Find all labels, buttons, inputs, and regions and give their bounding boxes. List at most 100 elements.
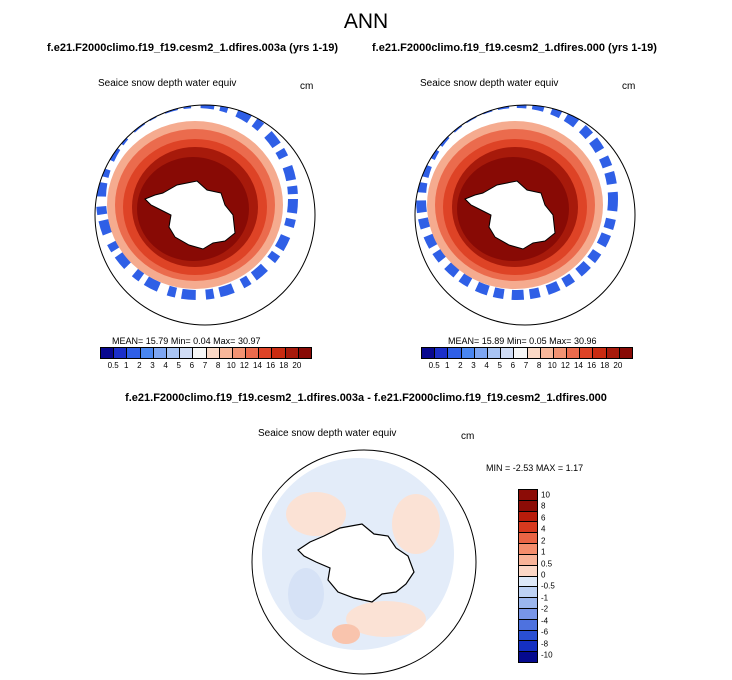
colorbar-swatch	[140, 348, 154, 358]
colorbar-swatch	[232, 348, 247, 358]
colorbar-swatch	[272, 348, 286, 358]
colorbar-swatch	[114, 348, 128, 358]
colorbar-tick-label: 2	[458, 361, 463, 370]
colorbar-tick-label: 0.5	[541, 559, 553, 569]
colorbar-tick-label: 4	[163, 361, 168, 370]
colorbar-tick-label: 8	[541, 501, 546, 511]
colorbar-swatch	[101, 348, 115, 358]
panel2-stats: MEAN= 15.89 Min= 0.05 Max= 30.96	[448, 336, 596, 346]
colorbar-swatch	[422, 348, 436, 358]
colorbar-tick-label: 14	[253, 361, 262, 370]
colorbar-tick-label: 16	[587, 361, 597, 370]
colorbar-swatch	[519, 630, 537, 642]
panel2-colorbar-labels: 0.5 1 2 3 4 5 6 7 8 10 12 14 16 18 20	[421, 361, 631, 371]
diff-units: cm	[461, 431, 475, 442]
colorbar-swatch	[448, 348, 462, 358]
colorbar-tick-label: 1	[541, 547, 546, 557]
colorbar-swatch	[519, 619, 537, 631]
colorbar-tick-label: -10	[541, 650, 553, 660]
colorbar-swatch	[553, 348, 568, 358]
colorbar-swatch	[593, 348, 607, 358]
colorbar-tick-label: 12	[560, 361, 570, 370]
colorbar-swatch	[501, 348, 515, 358]
panel2-max-label: Max=	[549, 336, 572, 346]
colorbar-swatch	[514, 348, 528, 358]
colorbar-swatch	[435, 348, 449, 358]
colorbar-swatch	[519, 587, 537, 599]
colorbar-tick-label: 12	[239, 361, 249, 370]
colorbar-swatch	[567, 348, 581, 358]
diff-colorbar	[518, 489, 538, 663]
page-title: ANN	[343, 10, 389, 33]
panel2-colorbar	[421, 347, 633, 359]
colorbar-tick-label: 6	[189, 361, 195, 370]
panel2-mean-label: MEAN=	[448, 336, 480, 346]
panel1-colorbar	[100, 347, 312, 359]
colorbar-tick-label: 3	[471, 361, 476, 370]
colorbar-tick-label: -0.5	[541, 581, 555, 591]
colorbar-swatch	[461, 348, 475, 358]
colorbar-swatch	[298, 348, 311, 358]
diff-min-label: MIN =	[486, 463, 511, 473]
colorbar-swatch	[519, 533, 537, 545]
panel1-mean: 15.79	[145, 336, 169, 346]
colorbar-swatch	[519, 511, 537, 523]
colorbar-tick-label: 2	[541, 536, 546, 546]
colorbar-swatch	[519, 500, 537, 512]
colorbar-swatch	[527, 348, 541, 358]
colorbar-swatch	[487, 348, 502, 358]
diff-variable: Seaice snow depth water equiv	[258, 428, 397, 439]
colorbar-swatch	[193, 348, 207, 358]
panel1-min: 0.04	[193, 336, 211, 346]
colorbar-tick-label: 7	[523, 361, 529, 370]
panel1-antarctica	[144, 180, 236, 250]
colorbar-tick-label: 18	[600, 361, 610, 370]
diff-antarctica	[297, 523, 415, 603]
diff-min: -2.53	[512, 463, 534, 473]
colorbar-tick-label: 1	[445, 361, 450, 370]
colorbar-swatch	[606, 348, 620, 358]
colorbar-tick-label: 20	[292, 361, 302, 370]
panel1-stats: MEAN= 15.79 Min= 0.04 Max= 30.97	[112, 336, 260, 346]
colorbar-tick-label: 5	[497, 361, 502, 370]
panel1-map	[94, 104, 316, 326]
panel2-title: f.e21.F2000climo.f19_f19.cesm2_1.dfires.…	[372, 42, 657, 54]
colorbar-tick-label: 20	[613, 361, 623, 370]
colorbar-swatch	[519, 641, 537, 653]
colorbar-tick-label: 16	[266, 361, 276, 370]
colorbar-swatch	[519, 554, 537, 566]
colorbar-swatch	[519, 522, 537, 534]
colorbar-tick-label: 5	[176, 361, 181, 370]
colorbar-swatch	[285, 348, 299, 358]
panel1-units: cm	[300, 81, 314, 92]
colorbar-swatch	[519, 652, 537, 662]
panel1-variable: Seaice snow depth water equiv	[98, 78, 237, 89]
colorbar-swatch	[246, 348, 260, 358]
panel1-mean-label: MEAN=	[112, 336, 144, 346]
colorbar-tick-label: 18	[279, 361, 289, 370]
colorbar-swatch	[474, 348, 488, 358]
colorbar-swatch	[219, 348, 233, 358]
colorbar-swatch	[519, 576, 537, 588]
panel2-min-label: Min=	[506, 336, 527, 346]
panel2-mean: 15.89	[481, 336, 505, 346]
diff-max: 1.17	[565, 463, 584, 473]
panel2-antarctica	[464, 180, 556, 250]
colorbar-tick-label: -2	[541, 604, 549, 614]
colorbar-tick-label: 10	[547, 361, 557, 370]
colorbar-tick-label: -6	[541, 627, 549, 637]
colorbar-swatch	[540, 348, 554, 358]
panel1-min-label: Min=	[170, 336, 191, 346]
colorbar-swatch	[180, 348, 194, 358]
diff-stats: MIN = -2.53 MAX = 1.17	[486, 463, 583, 473]
colorbar-swatch	[619, 348, 632, 358]
colorbar-tick-label: 7	[202, 361, 208, 370]
colorbar-tick-label: 6	[541, 513, 546, 523]
colorbar-tick-label: 0.5	[107, 361, 119, 370]
panel2-units: cm	[622, 81, 636, 92]
panel1-max-label: Max=	[213, 336, 236, 346]
panel2-map	[414, 104, 636, 326]
colorbar-tick-label: 10	[541, 490, 550, 500]
colorbar-tick-label: 10	[226, 361, 236, 370]
panel2-max: 30.96	[573, 336, 597, 346]
